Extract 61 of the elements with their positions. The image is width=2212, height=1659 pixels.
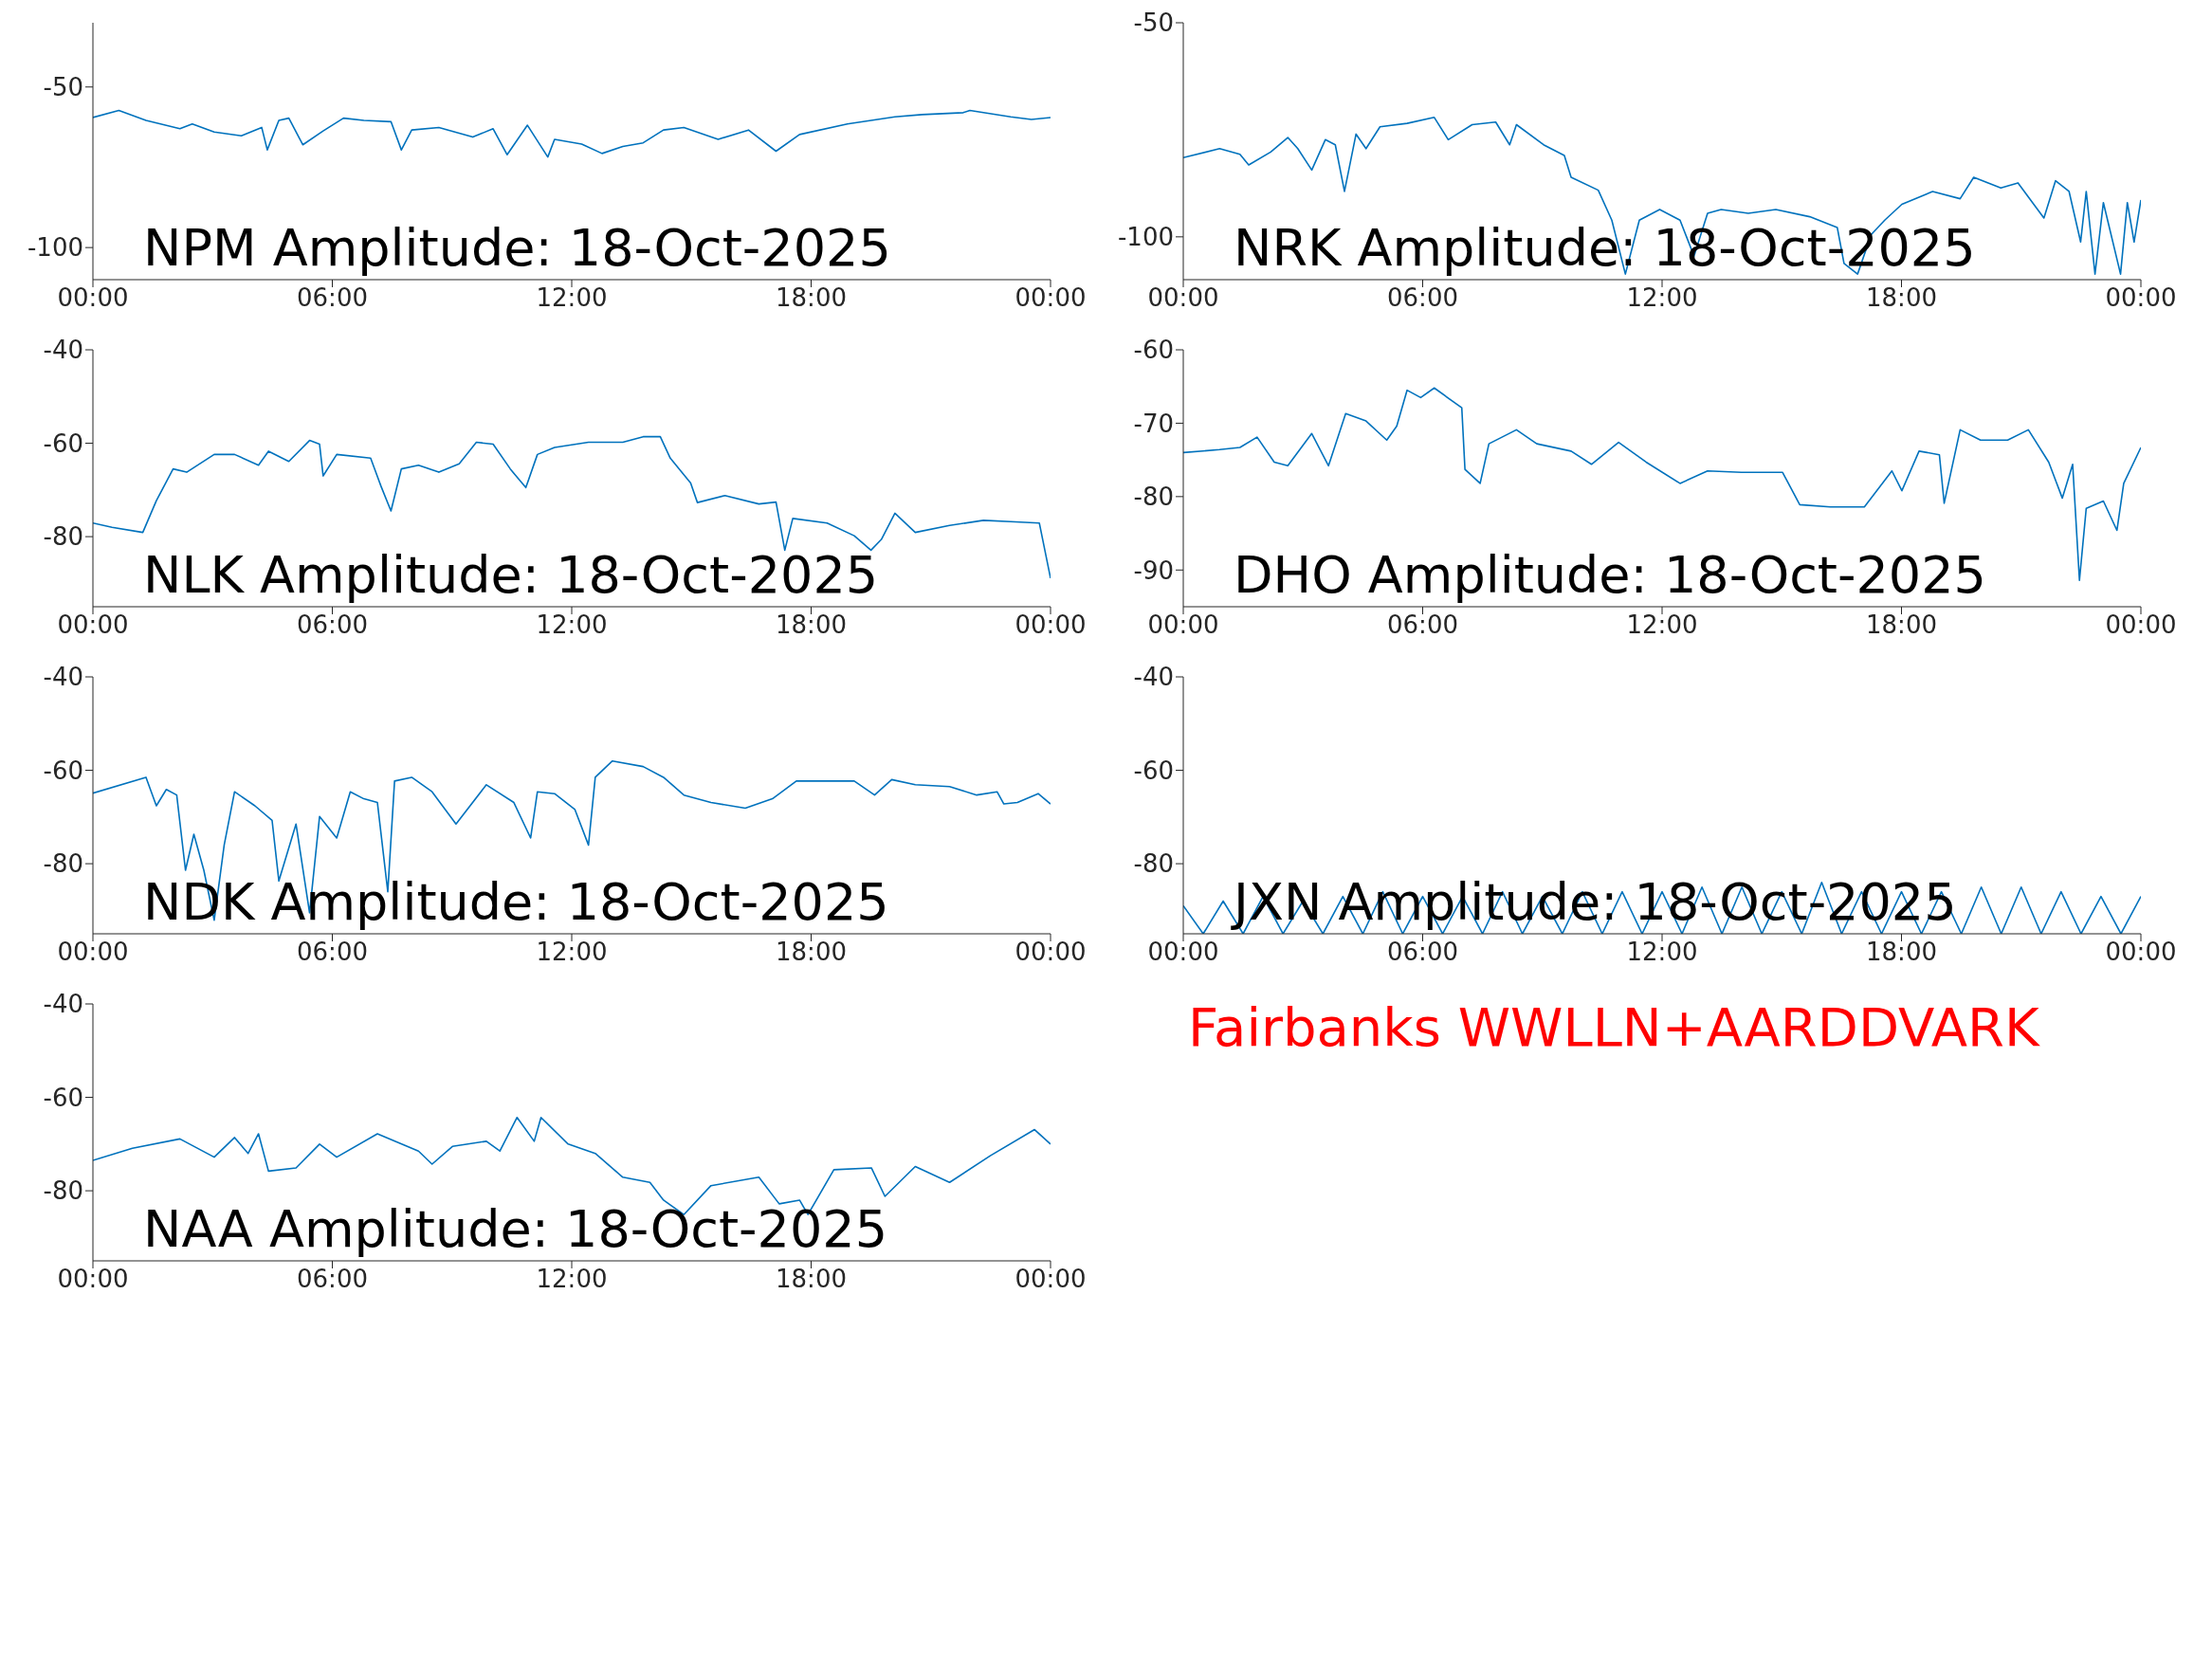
text: NLK Amplitude: 18-Oct-2025 <box>143 545 879 605</box>
x-tick-label: 12:00 <box>1626 611 1698 640</box>
y-tick-label: -60 <box>43 1083 83 1112</box>
x-tick-label: 12:00 <box>1626 283 1698 313</box>
x-tick-label: 00:00 <box>2105 938 2177 967</box>
y-tick-label: -60 <box>1133 756 1174 785</box>
x-tick-label: 06:00 <box>1387 283 1458 313</box>
x-tick-label: 06:00 <box>1387 938 1458 967</box>
y-tick-label: -90 <box>1133 556 1174 585</box>
x-tick-label: 00:00 <box>1147 611 1219 640</box>
y-tick-label: -80 <box>43 522 83 552</box>
text: Fairbanks WWLLN+AARDDVARK <box>1188 996 2039 1059</box>
x-tick-label: 00:00 <box>1147 938 1219 967</box>
x-tick-label: 00:00 <box>1015 938 1087 967</box>
y-tick-label: -80 <box>43 1176 83 1206</box>
x-tick-label: 12:00 <box>536 283 608 313</box>
x-tick-label: 00:00 <box>57 611 129 640</box>
y-tick-label: -40 <box>43 663 83 692</box>
x-tick-label: 18:00 <box>1866 611 1937 640</box>
y-tick-label: -80 <box>43 849 83 879</box>
x-tick-label: 06:00 <box>1387 611 1458 640</box>
y-tick-label: -60 <box>43 756 83 785</box>
line-series <box>93 109 1051 158</box>
x-tick-label: 00:00 <box>57 938 129 967</box>
x-tick-label: 18:00 <box>776 283 847 313</box>
x-tick-label: 06:00 <box>297 611 368 640</box>
x-tick-label: 12:00 <box>536 938 608 967</box>
y-tick-label: -100 <box>1117 223 1174 252</box>
y-tick-label: -60 <box>43 428 83 458</box>
x-tick-label: 18:00 <box>1866 283 1937 313</box>
x-tick-label: 00:00 <box>1015 1265 1087 1294</box>
x-tick-label: 12:00 <box>536 1265 608 1294</box>
x-tick-label: 06:00 <box>297 1265 368 1294</box>
y-tick-label: -50 <box>43 72 83 101</box>
x-tick-label: 18:00 <box>1866 938 1937 967</box>
y-tick-label: -40 <box>1133 663 1174 692</box>
x-tick-label: 06:00 <box>297 938 368 967</box>
y-tick-label: -50 <box>1133 9 1174 38</box>
x-tick-label: 18:00 <box>776 938 847 967</box>
x-tick-label: 00:00 <box>1015 611 1087 640</box>
y-tick-label: -60 <box>1133 336 1174 365</box>
x-tick-label: 18:00 <box>776 1265 847 1294</box>
x-tick-label: 00:00 <box>2105 611 2177 640</box>
y-tick-label: -80 <box>1133 483 1174 512</box>
x-tick-label: 00:00 <box>1015 283 1087 313</box>
text: NAA Amplitude: 18-Oct-2025 <box>143 1199 888 1259</box>
y-tick-label: -100 <box>27 233 83 263</box>
x-tick-label: 00:00 <box>57 1265 129 1294</box>
x-tick-label: 12:00 <box>1626 938 1698 967</box>
text: DHO Amplitude: 18-Oct-2025 <box>1234 545 1986 605</box>
x-tick-label: 18:00 <box>776 611 847 640</box>
y-tick-label: -70 <box>1133 409 1174 438</box>
y-tick-label: -40 <box>43 336 83 365</box>
x-tick-label: 00:00 <box>1147 283 1219 313</box>
x-tick-label: 00:00 <box>57 283 129 313</box>
x-tick-label: 00:00 <box>2105 283 2177 313</box>
text: NPM Amplitude: 18-Oct-2025 <box>143 218 891 278</box>
y-tick-label: -80 <box>1133 849 1174 879</box>
y-tick-label: -40 <box>43 990 83 1019</box>
x-tick-label: 06:00 <box>297 283 368 313</box>
x-tick-label: 12:00 <box>536 611 608 640</box>
